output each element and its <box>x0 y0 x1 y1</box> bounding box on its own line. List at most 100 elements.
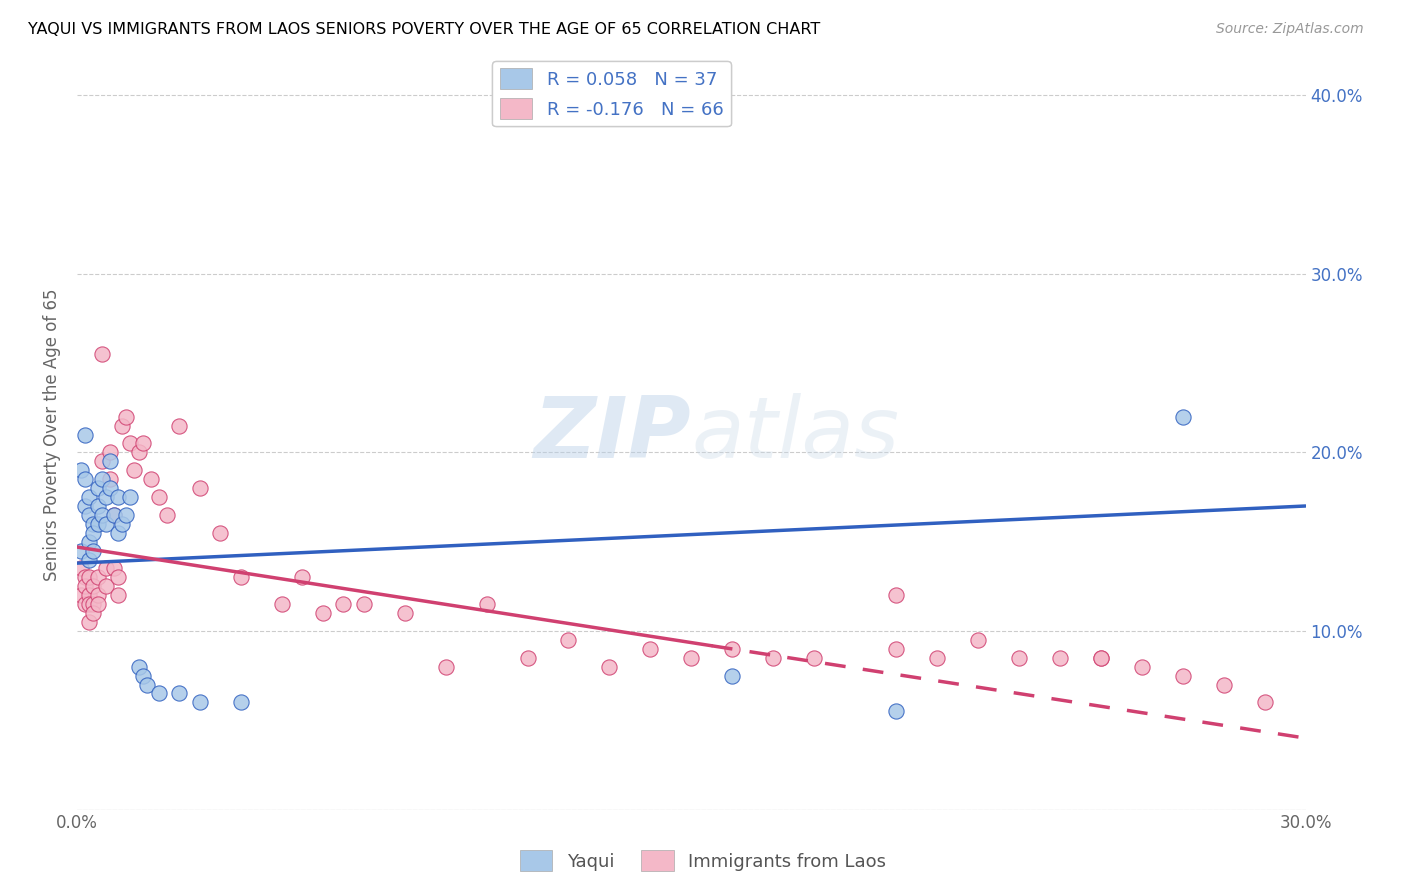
Point <box>1253 695 1275 709</box>
Point <box>79 508 101 522</box>
Point <box>94 516 117 531</box>
Point <box>1090 650 1112 665</box>
Point <box>291 570 314 584</box>
Point <box>75 597 97 611</box>
Point <box>1212 677 1234 691</box>
Point <box>131 436 153 450</box>
Point <box>75 579 97 593</box>
Point <box>557 632 579 647</box>
Point <box>353 597 375 611</box>
Point <box>209 525 232 540</box>
Point <box>128 659 150 673</box>
Point <box>156 508 179 522</box>
Point <box>640 641 662 656</box>
Point <box>598 659 620 673</box>
Point <box>1171 668 1194 682</box>
Point <box>82 597 104 611</box>
Point <box>70 463 93 477</box>
Point <box>312 606 335 620</box>
Point <box>884 588 907 602</box>
Point <box>82 525 104 540</box>
Point <box>884 641 907 656</box>
Point <box>94 561 117 575</box>
Point <box>103 508 125 522</box>
Point <box>98 472 121 486</box>
Point <box>86 597 108 611</box>
Point <box>803 650 825 665</box>
Legend: Yaqui, Immigrants from Laos: Yaqui, Immigrants from Laos <box>513 843 893 879</box>
Point <box>79 615 101 629</box>
Y-axis label: Seniors Poverty Over the Age of 65: Seniors Poverty Over the Age of 65 <box>44 288 60 581</box>
Point <box>139 472 162 486</box>
Point <box>79 552 101 566</box>
Point <box>94 490 117 504</box>
Point <box>1049 650 1071 665</box>
Point <box>103 508 125 522</box>
Point <box>107 588 129 602</box>
Text: YAQUI VS IMMIGRANTS FROM LAOS SENIORS POVERTY OVER THE AGE OF 65 CORRELATION CHA: YAQUI VS IMMIGRANTS FROM LAOS SENIORS PO… <box>28 22 820 37</box>
Point <box>111 516 134 531</box>
Point <box>79 597 101 611</box>
Text: atlas: atlas <box>692 393 900 476</box>
Point <box>75 499 97 513</box>
Point <box>967 632 990 647</box>
Point <box>90 347 112 361</box>
Point <box>79 490 101 504</box>
Point <box>82 579 104 593</box>
Point <box>1130 659 1153 673</box>
Text: ZIP: ZIP <box>534 393 692 476</box>
Point <box>82 516 104 531</box>
Point <box>229 570 252 584</box>
Point <box>1171 409 1194 424</box>
Text: Source: ZipAtlas.com: Source: ZipAtlas.com <box>1216 22 1364 37</box>
Point <box>103 561 125 575</box>
Point <box>111 418 134 433</box>
Point <box>79 570 101 584</box>
Point <box>94 579 117 593</box>
Point <box>762 650 785 665</box>
Point <box>332 597 354 611</box>
Point <box>120 490 142 504</box>
Point <box>98 454 121 468</box>
Point <box>475 597 498 611</box>
Point <box>86 516 108 531</box>
Point <box>131 668 153 682</box>
Point <box>721 668 744 682</box>
Point <box>516 650 538 665</box>
Point <box>120 436 142 450</box>
Point <box>270 597 292 611</box>
Point <box>90 472 112 486</box>
Point <box>70 561 93 575</box>
Point <box>70 588 93 602</box>
Point <box>98 445 121 459</box>
Point <box>1008 650 1031 665</box>
Point <box>86 499 108 513</box>
Point <box>90 508 112 522</box>
Point <box>90 454 112 468</box>
Point <box>434 659 457 673</box>
Point <box>1090 650 1112 665</box>
Point <box>188 695 211 709</box>
Point <box>107 490 129 504</box>
Point <box>394 606 416 620</box>
Point <box>75 472 97 486</box>
Point <box>79 588 101 602</box>
Legend: R = 0.058   N = 37, R = -0.176   N = 66: R = 0.058 N = 37, R = -0.176 N = 66 <box>492 62 731 127</box>
Point <box>107 525 129 540</box>
Point <box>70 543 93 558</box>
Point <box>169 686 191 700</box>
Point <box>188 481 211 495</box>
Point <box>169 418 191 433</box>
Point <box>82 543 104 558</box>
Point <box>721 641 744 656</box>
Point <box>75 570 97 584</box>
Point <box>115 409 138 424</box>
Point <box>148 490 170 504</box>
Point <box>75 427 97 442</box>
Point <box>128 445 150 459</box>
Point <box>229 695 252 709</box>
Point <box>115 508 138 522</box>
Point <box>124 463 146 477</box>
Point <box>681 650 703 665</box>
Point <box>925 650 948 665</box>
